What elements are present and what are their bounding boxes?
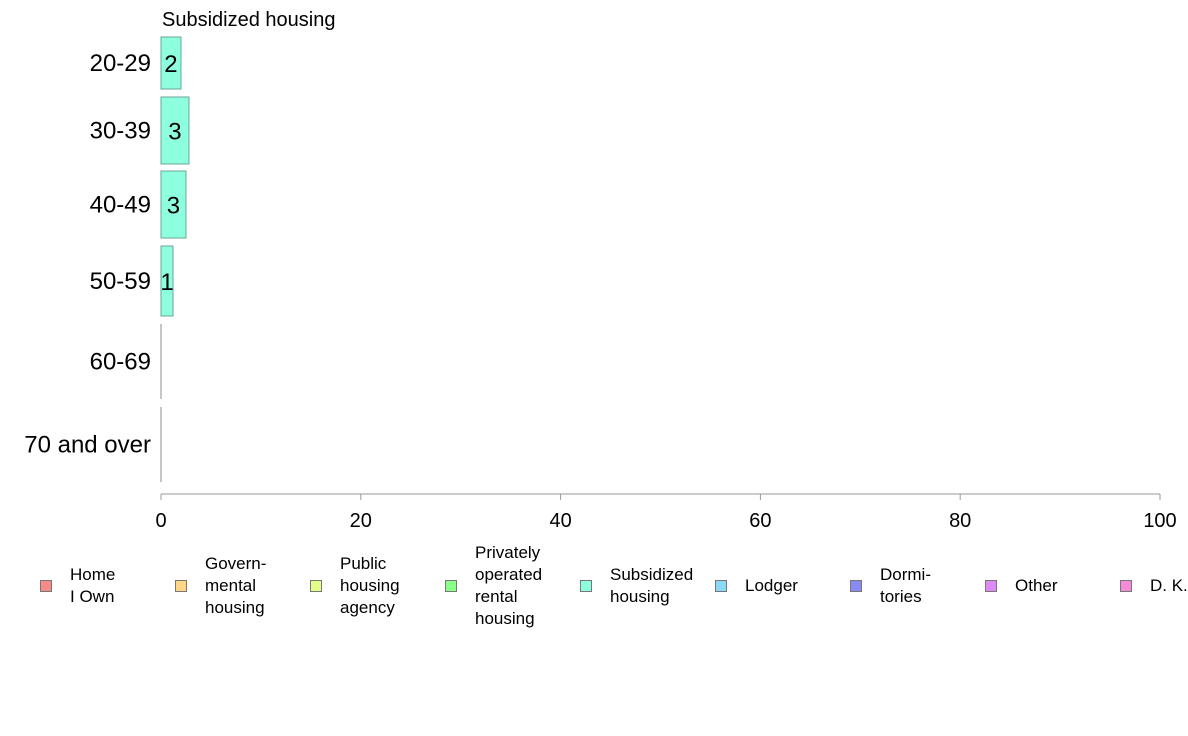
legend-swatch [715, 580, 727, 592]
legend-label: Dormi- tories [880, 565, 931, 606]
bar [160, 245, 174, 317]
category-label: 60-69 [90, 349, 151, 376]
legend-swatch [850, 580, 862, 592]
bar-data-label: 2 [164, 51, 177, 78]
legend: Home I Own Govern- mental housing Public h… [0, 540, 1188, 640]
legend-item: D. K. [1120, 540, 1188, 632]
x-tick-label: 80 [949, 510, 971, 532]
category-label: 40-49 [90, 192, 151, 219]
legend-label: Subsidized housing [610, 565, 694, 606]
bar-data-label: 3 [168, 119, 181, 146]
legend-label: Other [1015, 576, 1058, 595]
legend-label: Public housing agency [340, 554, 400, 617]
legend-swatch [175, 580, 187, 592]
bar [160, 96, 190, 165]
x-tick-label: 20 [350, 510, 372, 532]
bar-data-label: 1 [160, 269, 173, 296]
legend-item: Public housing agency [310, 540, 400, 632]
legend-label: Lodger [745, 576, 798, 595]
category-label: 30-39 [90, 118, 151, 145]
legend-swatch [445, 580, 457, 592]
legend-label: Home I Own [70, 565, 116, 606]
legend-swatch [1120, 580, 1132, 592]
category-label: 50-59 [90, 268, 151, 295]
legend-swatch [40, 580, 52, 592]
legend-label: Privately operated rental housing [475, 543, 543, 628]
legend-item: Govern- mental housing [175, 540, 266, 632]
bars-group: 20-29 2 30-39 3 40-49 3 50-59 1 60-69 70 and over [24, 36, 190, 482]
x-tick-label: 100 [1143, 510, 1176, 532]
x-tick-label: 40 [549, 510, 571, 532]
category-label: 20-29 [90, 50, 151, 77]
legend-swatch [310, 580, 322, 592]
chart-title: Subsidized housing [162, 9, 335, 31]
legend-item: Other [985, 540, 1058, 632]
chart: Subsidized housing 20-29 2 30-39 3 40-49 3 50-… [24, 9, 1177, 532]
bar-data-label: 3 [167, 193, 180, 220]
bar [160, 36, 182, 90]
legend-swatch [985, 580, 997, 592]
legend-item: Dormi- tories [850, 540, 931, 632]
legend-item: Lodger [715, 540, 798, 632]
x-tick-label: 0 [155, 510, 166, 532]
bar [160, 170, 187, 239]
x-axis: 0 20 40 60 80 100 [155, 493, 1177, 532]
legend-item: Privately operated rental housing [445, 540, 542, 632]
legend-label: D. K. [1150, 576, 1188, 595]
category-label: 70 and over [24, 432, 151, 459]
legend-swatch [580, 580, 592, 592]
legend-item: Subsidized housing [580, 540, 693, 632]
x-tick-label: 60 [749, 510, 771, 532]
legend-item: Home I Own [40, 540, 115, 632]
legend-label: Govern- mental housing [205, 554, 267, 617]
